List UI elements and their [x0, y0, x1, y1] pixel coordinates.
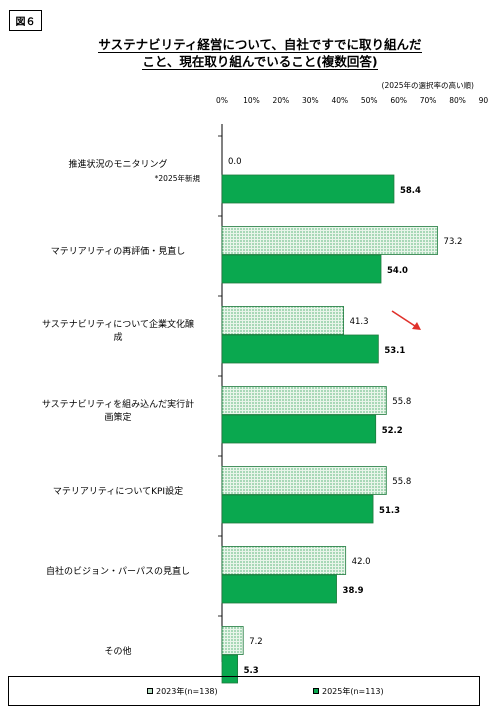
legend-swatch-2023 — [147, 688, 153, 694]
bar-2023 — [221, 226, 438, 255]
figure-label: 図６ — [9, 10, 42, 31]
trend-arrow-icon — [391, 310, 419, 329]
value-label-2023: 0.0 — [228, 157, 242, 167]
bar-2025 — [221, 254, 382, 284]
legend-item-2025: 2025年(n=113) — [313, 686, 384, 697]
category-label: マテリアリティの再評価・見直し — [20, 246, 216, 259]
category-label: 自社のビジョン・パーパスの見直し — [20, 566, 216, 579]
bar-2025 — [221, 414, 377, 444]
x-tick-label: 70% — [420, 96, 437, 105]
value-label-2025: 54.0 — [387, 266, 408, 276]
category-label: サステナビリティについて企業文化醸成 — [20, 319, 216, 345]
category-label-line: 推進状況のモニタリング — [68, 160, 168, 170]
x-tick-label: 90% — [479, 96, 488, 105]
category-label-line: マテリアリティについてKPI設定 — [52, 486, 184, 497]
x-tick-label: 0% — [216, 96, 228, 105]
value-label-2025: 52.2 — [382, 426, 403, 436]
category-label-line: 画策定 — [104, 413, 132, 423]
title-line-2: こと、現在取り組んでいること(複数回答) — [142, 54, 378, 70]
bar-2025 — [221, 334, 379, 364]
bar-2023 — [221, 386, 387, 415]
value-label-2023: 55.8 — [392, 477, 411, 487]
category-label: 推進状況のモニタリング *2025年新規 — [20, 159, 216, 185]
category-label-line: 自社のビジョン・パーパスの見直し — [46, 566, 190, 577]
category-label: サステナビリティを組み込んだ実行計 画策定 — [20, 399, 216, 425]
x-tick-label: 60% — [390, 96, 407, 105]
value-label-2025: 38.9 — [343, 586, 364, 596]
legend-swatch-2025 — [313, 688, 319, 694]
category-label-line: 成 — [113, 333, 123, 343]
category-label-line: サステナビリティについて企業文化醸 — [41, 320, 194, 330]
category-label-line: その他 — [104, 646, 132, 657]
x-tick-label: 10% — [243, 96, 260, 105]
legend-label-2023: 2023年(n=138) — [156, 686, 218, 696]
value-label-2025: 58.4 — [400, 186, 421, 196]
legend: 2023年(n=138) 2025年(n=113) — [8, 676, 480, 706]
bar-2023 — [221, 626, 244, 655]
bar-2023 — [221, 466, 387, 495]
x-tick-label: 30% — [302, 96, 319, 105]
sort-note: (2025年の選択率の高い順) — [381, 81, 474, 90]
x-tick-label: 40% — [331, 96, 348, 105]
category-note: *2025年新規 — [154, 174, 200, 183]
value-label-2025: 5.3 — [244, 666, 259, 676]
title-line-1: サステナビリティ経営について、自社ですでに取り組んだ — [98, 37, 422, 53]
bar-2025 — [221, 574, 337, 604]
category-label: その他 — [20, 646, 216, 659]
trend-arrow-head-icon — [412, 322, 421, 330]
value-label-2025: 53.1 — [384, 346, 405, 356]
value-label-2023: 55.8 — [392, 397, 411, 407]
bar-2025 — [221, 174, 395, 204]
x-tick-label: 50% — [361, 96, 378, 105]
value-label-2025: 51.3 — [379, 506, 400, 516]
value-label-2023: 41.3 — [350, 317, 369, 327]
bar-2025 — [221, 494, 374, 524]
category-label: マテリアリティについてKPI設定 — [20, 486, 216, 499]
legend-item-2023: 2023年(n=138) — [147, 686, 218, 697]
category-label-line: サステナビリティを組み込んだ実行計 — [41, 400, 195, 410]
value-label-2023: 73.2 — [444, 237, 463, 247]
category-label-line: マテリアリティの再評価・見直し — [50, 246, 186, 257]
chart-title: サステナビリティ経営について、自社ですでに取り組んだ こと、現在取り組んでいるこ… — [40, 36, 480, 70]
legend-label-2025: 2025年(n=113) — [322, 686, 384, 696]
value-label-2023: 7.2 — [249, 637, 263, 647]
x-tick-label: 20% — [273, 96, 290, 105]
value-label-2023: 42.0 — [352, 557, 371, 567]
x-tick-label: 80% — [449, 96, 466, 105]
bar-2023 — [221, 306, 345, 335]
bar-2023 — [221, 546, 347, 575]
